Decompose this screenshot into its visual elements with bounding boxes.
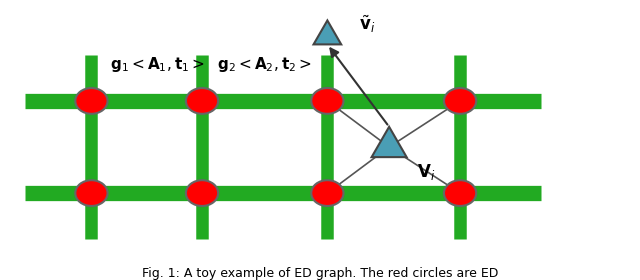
Ellipse shape bbox=[186, 88, 218, 114]
Text: Fig. 1: A toy example of ED graph. The red circles are ED: Fig. 1: A toy example of ED graph. The r… bbox=[142, 267, 498, 280]
Ellipse shape bbox=[444, 180, 476, 206]
Ellipse shape bbox=[76, 88, 108, 114]
Ellipse shape bbox=[444, 88, 476, 114]
Ellipse shape bbox=[311, 88, 344, 114]
Ellipse shape bbox=[76, 180, 108, 206]
Ellipse shape bbox=[186, 180, 218, 206]
Text: $\tilde{\mathbf{v}}_i$: $\tilde{\mathbf{v}}_i$ bbox=[358, 14, 375, 35]
Polygon shape bbox=[314, 20, 341, 45]
Polygon shape bbox=[372, 127, 406, 157]
Text: $\mathbf{g}_2 < \mathbf{A}_2, \mathbf{t}_2 >$: $\mathbf{g}_2 < \mathbf{A}_2, \mathbf{t}… bbox=[217, 55, 312, 74]
Ellipse shape bbox=[311, 180, 344, 206]
Text: $\mathbf{V}_i$: $\mathbf{V}_i$ bbox=[417, 162, 435, 182]
Text: $\mathbf{g}_1 < \mathbf{A}_1, \mathbf{t}_1 >$: $\mathbf{g}_1 < \mathbf{A}_1, \mathbf{t}… bbox=[110, 55, 205, 74]
